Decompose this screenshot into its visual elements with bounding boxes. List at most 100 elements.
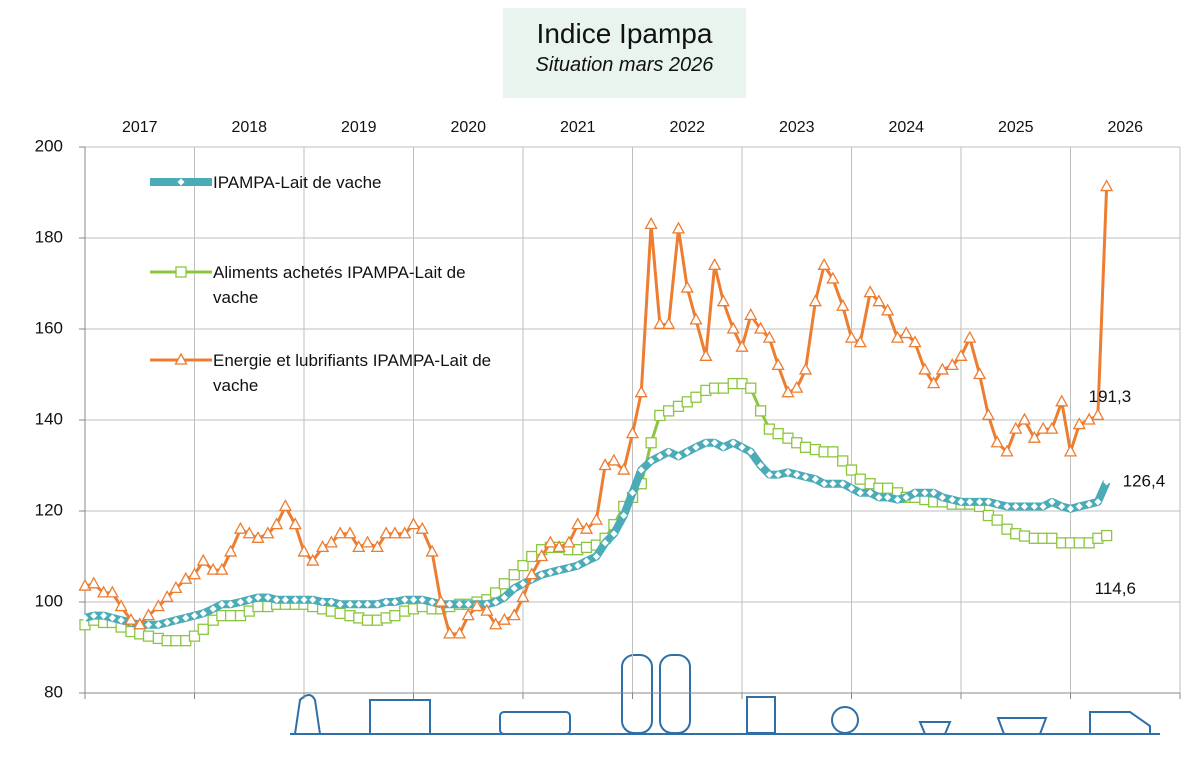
point [198, 624, 208, 634]
chart: 2017201820192020202120222023202420252026… [0, 0, 1181, 758]
point [527, 552, 537, 562]
point [983, 409, 994, 419]
point [737, 341, 748, 351]
point [171, 636, 181, 646]
point [855, 474, 865, 484]
point [1074, 538, 1084, 548]
point [810, 296, 821, 306]
point [499, 579, 509, 589]
year-label: 2025 [998, 119, 1034, 136]
point [700, 350, 711, 360]
point [865, 287, 876, 297]
point [572, 519, 583, 529]
chart-subtitle: Situation mars 2026 [503, 54, 746, 77]
chart-title: Indice Ipampa [503, 18, 746, 50]
point [253, 602, 263, 612]
point [819, 259, 830, 269]
point [883, 483, 893, 493]
point [682, 282, 693, 292]
series-line [85, 187, 1107, 634]
point [582, 542, 592, 552]
year-label: 2023 [779, 119, 815, 136]
point [198, 555, 209, 565]
point [956, 350, 967, 360]
point [709, 259, 720, 269]
y-tick-label: 120 [35, 500, 63, 519]
point [280, 500, 291, 510]
year-label: 2019 [341, 119, 377, 136]
legend-label: Energie et lubrifiants IPAMPA-Lait de va… [213, 348, 513, 398]
point [992, 437, 1003, 447]
point [773, 429, 783, 439]
point [335, 608, 345, 618]
point [1019, 414, 1030, 424]
point [226, 611, 236, 621]
year-label: 2021 [560, 119, 596, 136]
point [362, 537, 373, 547]
legend-label: IPAMPA-Lait de vache [213, 170, 513, 195]
point [728, 323, 739, 333]
point [646, 218, 657, 228]
year-label: 2024 [888, 119, 924, 136]
point [509, 610, 520, 620]
end-label: 191,3 [1089, 387, 1132, 406]
point [974, 369, 985, 379]
y-tick-label: 100 [35, 591, 63, 610]
legend-label: Aliments achetés IPAMPA-Lait de vache [213, 260, 513, 310]
point [271, 519, 282, 529]
point [992, 515, 1002, 525]
end-label: 114,6 [1095, 579, 1136, 598]
point [756, 406, 766, 416]
point [235, 523, 246, 533]
point [299, 546, 310, 556]
point [1092, 409, 1103, 419]
page: 2017201820192020202120222023202420252026… [0, 0, 1181, 758]
point [791, 382, 802, 392]
point [745, 309, 756, 319]
point [1102, 531, 1112, 541]
point [828, 447, 838, 457]
point [1101, 181, 1112, 191]
point [664, 406, 674, 416]
point [801, 442, 811, 452]
title-box: Indice Ipampa Situation mars 2026 [503, 8, 746, 98]
point [608, 455, 619, 465]
series [80, 181, 1113, 638]
point [176, 267, 186, 277]
point [225, 546, 236, 556]
point [919, 364, 930, 374]
y-tick-label: 80 [44, 682, 63, 701]
point [627, 428, 638, 438]
point [846, 332, 857, 342]
point [363, 615, 373, 625]
y-tick-label: 180 [35, 227, 63, 246]
point [518, 591, 529, 601]
year-label: 2026 [1107, 119, 1143, 136]
point [1065, 446, 1076, 456]
y-tick-label: 200 [35, 136, 63, 155]
point [636, 387, 647, 397]
point [1056, 396, 1067, 406]
point [1020, 531, 1030, 541]
year-label: 2017 [122, 119, 158, 136]
y-tick-label: 140 [35, 409, 63, 428]
legend-swatch [150, 267, 212, 277]
point [1047, 533, 1057, 543]
legend-swatch [150, 354, 212, 364]
point [646, 438, 656, 448]
point [691, 392, 701, 402]
point [563, 537, 574, 547]
point [746, 383, 756, 393]
point [88, 578, 99, 588]
end-label: 126,4 [1123, 471, 1166, 490]
point [390, 611, 400, 621]
point [773, 359, 784, 369]
y-tick-label: 160 [35, 318, 63, 337]
point [427, 546, 438, 556]
point [144, 631, 154, 641]
point [591, 514, 602, 524]
point [800, 364, 811, 374]
point [837, 300, 848, 310]
legend-swatch [150, 179, 212, 186]
point [691, 314, 702, 324]
